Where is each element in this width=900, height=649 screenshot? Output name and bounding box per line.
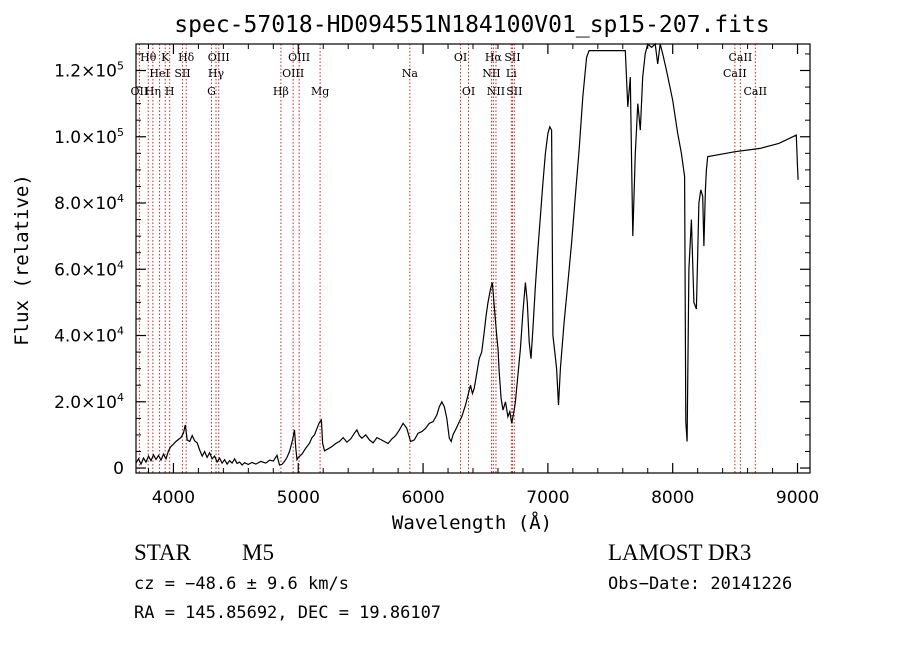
y-tick-label-2: 4.0×104 [54, 325, 124, 347]
line-label-8: G [207, 85, 216, 98]
spectral-subclass: M5 [242, 540, 274, 566]
y-axis-label: Flux (relative) [11, 174, 33, 346]
line-label-25: CaII [729, 51, 753, 64]
survey-name: LAMOST DR3 [608, 540, 751, 566]
line-label-11: Hβ [273, 85, 289, 98]
x-tick-label-5: 9000 [776, 488, 819, 508]
x-tick-label-1: 5000 [277, 488, 320, 508]
line-label-10: OIII [208, 51, 230, 64]
object-class: STAR [134, 540, 191, 566]
y-tick-label-3: 6.0×104 [54, 258, 124, 280]
line-label-18: NII [482, 67, 500, 80]
line-label-20: NII [487, 85, 505, 98]
chart-title: spec-57018-HD094551N184100V01_sp15-207.f… [174, 12, 769, 38]
y-tick-label-5: 1.0×105 [54, 126, 124, 148]
line-label-22: SII [504, 51, 520, 64]
line-label-14: Mg [311, 85, 329, 98]
line-label-15: Na [402, 67, 419, 80]
y-tick-label-4: 8.0×104 [54, 192, 124, 214]
line-label-6: SII [174, 67, 190, 80]
y-tick-label-0: 0 [113, 459, 124, 479]
line-label-26: CaII [743, 85, 767, 98]
line-label-23: SII [506, 85, 522, 98]
line-label-24: CaII [723, 67, 747, 80]
x-axis: 4000 5000 6000 7000 8000 9000 [148, 44, 819, 508]
line-label-12: OIII [282, 67, 304, 80]
y-tick-label-1: 2.0×104 [54, 391, 124, 413]
y-tick-label-6: 1.2×105 [54, 60, 124, 82]
line-label-16: OI [454, 51, 467, 64]
x-tick-label-3: 7000 [526, 488, 569, 508]
line-label-4: K [161, 51, 170, 64]
line-label-5: H [165, 85, 175, 98]
line-label-21: Li [506, 67, 517, 80]
line-label-17: OI [462, 85, 475, 98]
plot-frame [136, 44, 810, 473]
spectrum-line [136, 44, 798, 465]
ra-dec-coordinates: RA = 145.85692, DEC = 19.86107 [134, 603, 441, 623]
x-tick-label-4: 8000 [651, 488, 694, 508]
observation-date: Obs−Date: 20141226 [608, 574, 792, 594]
line-label-9: Hγ [208, 67, 225, 80]
line-label-2: Hη [145, 85, 161, 98]
line-label-19: Hα [485, 51, 503, 64]
line-label-1: Hθ [140, 51, 157, 64]
line-label-13: OIII [288, 51, 310, 64]
y-axis: 0 2.0×104 4.0×104 6.0×104 8.0×104 1.0×105 1.2×… [54, 54, 810, 479]
x-tick-label-2: 6000 [401, 488, 444, 508]
redshift-cz: cz = −48.6 ± 9.6 km/s [134, 574, 349, 594]
line-label-3: HeI [149, 67, 169, 80]
emission-line-labels: OIIHθHηHeIKHSIIHδGHγOIIIHβOIIIOIIIMgNaOI… [131, 51, 768, 98]
x-axis-label: Wavelength (Å) [392, 511, 552, 534]
line-label-7: Hδ [178, 51, 195, 64]
x-tick-label-0: 4000 [152, 488, 195, 508]
emission-line-markers [139, 44, 755, 473]
